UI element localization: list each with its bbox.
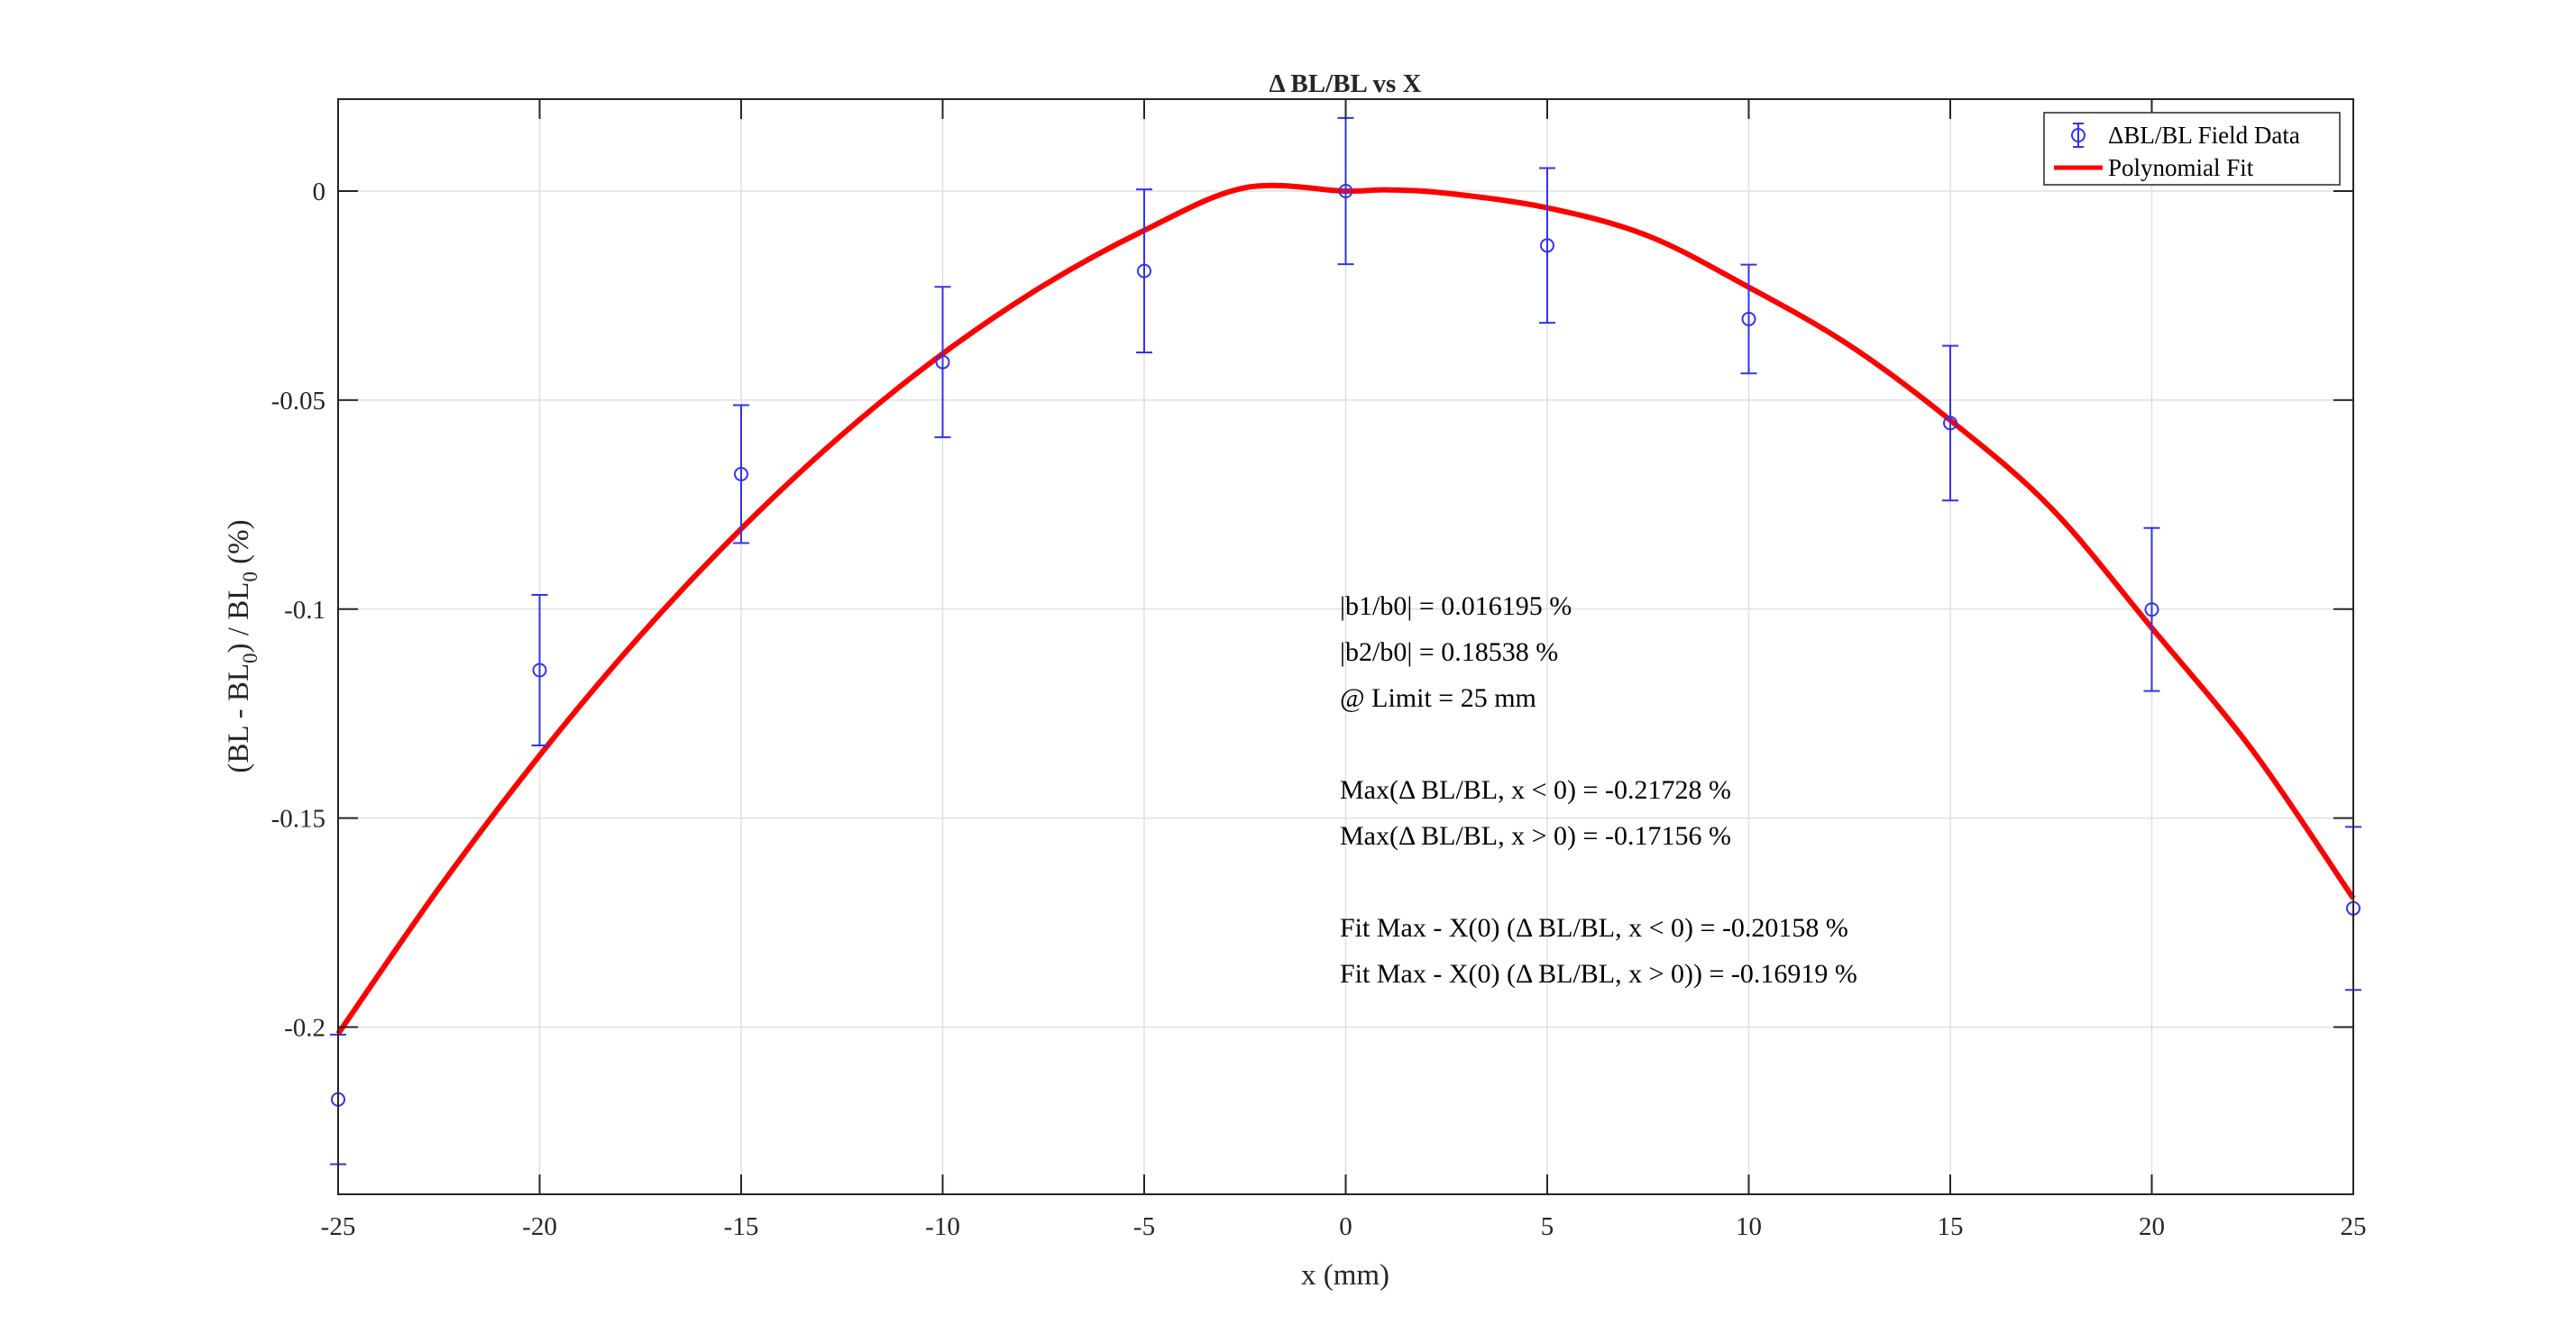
annotation-b2: |b2/b0| = 0.18538 % [1340,637,1558,667]
fit-line [335,182,2356,1036]
tick-labels: -25 -20 -15 -10 -5 0 5 10 15 20 25 0 -0.05 -0.1 -0.15 -… [271,178,2367,1241]
legend-box [2043,112,2341,186]
data-marker [1137,263,1151,279]
data-marker [532,662,547,678]
x-axis-title: x (mm) [1301,1259,1389,1292]
x-tick-label: -25 [321,1212,356,1241]
x-tick-label: 25 [2341,1212,2367,1241]
legend-label-field-data: ΔBL/BL Field Data [2108,122,2300,149]
data-marker [1741,311,1756,326]
y-tick-label: -0.2 [284,1014,325,1043]
data-point [1539,167,1555,324]
x-tick-label: 10 [1736,1212,1762,1241]
data-point [733,404,749,544]
data-point [1136,188,1152,354]
annotation-max-pos: Max(Δ BL/BL, x > 0) = -0.17156 % [1340,821,1731,851]
data-marker [935,354,950,370]
x-tick-label: -15 [724,1212,759,1241]
y-tick-label: -0.15 [271,805,325,834]
x-tick-label: 5 [1541,1212,1554,1241]
y-tick-label: -0.05 [271,387,325,416]
data-marker [2144,602,2159,617]
y-tick-label: -0.1 [284,596,325,625]
x-tick-label: 15 [1938,1212,1964,1241]
data-point [1942,344,1958,502]
x-tick-label: 20 [2139,1212,2165,1241]
y-axis-title-part3: (%) [223,519,255,571]
data-point [1337,116,1354,266]
data-point [2143,526,2160,692]
y-axis-title: (BL - BL0) / BL0 (%) [223,519,261,772]
y-axis-title-sub2: 0 [239,571,261,582]
annotation-fit-max-pos: Fit Max - X(0) (Δ BL/BL, x > 0)) = -0.16… [1340,959,1857,989]
annotation-max-neg: Max(Δ BL/BL, x < 0) = -0.21728 % [1340,775,1731,805]
y-axis-title-part2: ) / BL [223,582,255,653]
data-marker [734,466,748,481]
x-tick-label: 0 [1339,1212,1352,1241]
data-marker [1943,416,1957,431]
chart-title: Δ BL/BL vs X [1270,69,1422,98]
legend-marker-field-data [2071,123,2086,148]
data-marker [1540,238,1554,253]
y-axis-title-part1: (BL - BL [223,663,255,773]
y-tick-label: 0 [313,178,326,206]
legend: ΔBL/BL Field Data Polynomial Fit [2043,112,2341,186]
annotation-limit: @ Limit = 25 mm [1340,683,1536,713]
legend-label-fit: Polynomial Fit [2108,154,2254,181]
annotation-block: |b1/b0| = 0.016195 % |b2/b0| = 0.18538 %… [1340,591,1857,989]
y-axis-title-sub1: 0 [239,653,261,663]
data-point [1740,263,1757,375]
annotation-b1: |b1/b0| = 0.016195 % [1340,591,1572,621]
data-point [531,593,548,746]
x-tick-label: -10 [925,1212,960,1241]
series-layer [330,116,2361,1165]
x-tick-label: -5 [1133,1212,1155,1241]
data-marker [1338,184,1353,199]
data-point [934,286,951,439]
x-tick-label: -20 [522,1212,557,1241]
annotation-fit-max-neg: Fit Max - X(0) (Δ BL/BL, x < 0) = -0.201… [1340,913,1848,943]
